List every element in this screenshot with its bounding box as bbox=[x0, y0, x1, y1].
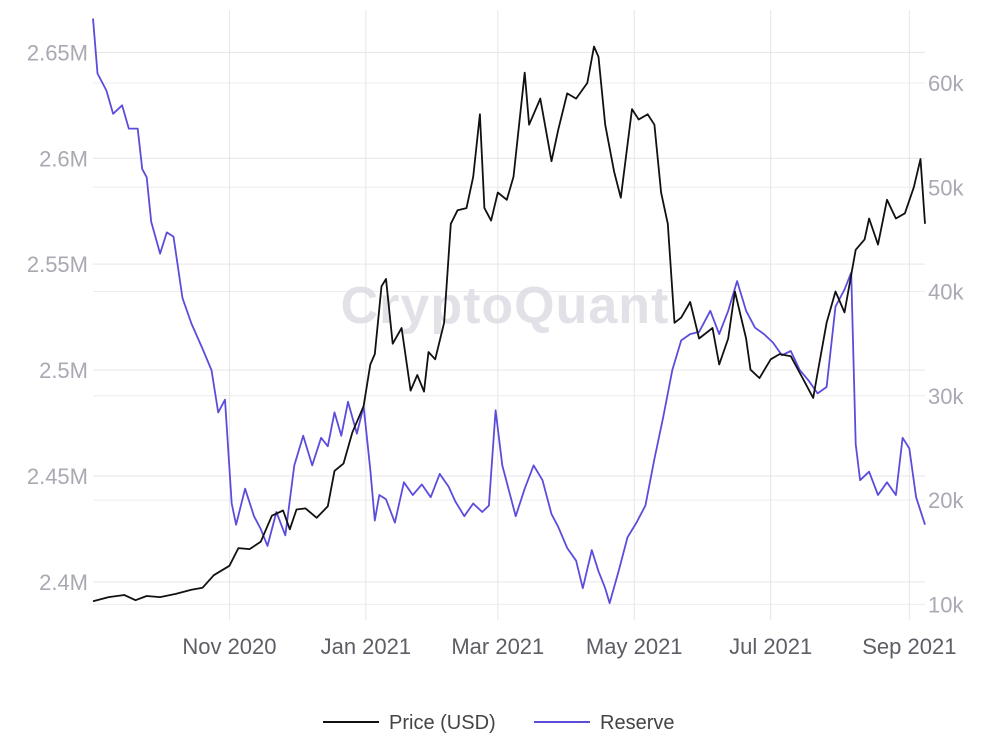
legend-label: Price (USD) bbox=[389, 712, 496, 734]
left-tick-label: 2.5M bbox=[39, 358, 88, 383]
grid-lines bbox=[93, 10, 925, 620]
x-tick-label: Jan 2021 bbox=[321, 634, 412, 659]
legend-label: Reserve bbox=[600, 712, 674, 734]
right-axis: 10k 20k 30k 40k 50k 60k bbox=[928, 71, 964, 617]
watermark: CryptoQuant bbox=[341, 277, 670, 335]
x-tick-label: May 2021 bbox=[586, 634, 683, 659]
left-tick-label: 2.65M bbox=[27, 40, 88, 65]
right-tick-label: 30k bbox=[928, 384, 964, 409]
right-tick-label: 60k bbox=[928, 71, 964, 96]
x-axis: Nov 2020 Jan 2021 Mar 2021 May 2021 Jul 2021… bbox=[182, 634, 956, 659]
series-line-reserve bbox=[92, 18, 926, 604]
x-tick-label: Sep 2021 bbox=[862, 634, 956, 659]
left-tick-label: 2.55M bbox=[27, 252, 88, 277]
series-layer bbox=[92, 18, 926, 604]
series-line-price bbox=[92, 45, 926, 603]
x-tick-label: Nov 2020 bbox=[182, 634, 276, 659]
x-tick-label: Jul 2021 bbox=[729, 634, 812, 659]
right-tick-label: 40k bbox=[928, 280, 964, 305]
right-tick-label: 20k bbox=[928, 488, 964, 513]
left-tick-label: 2.4M bbox=[39, 570, 88, 595]
legend: Price (USD) Reserve bbox=[323, 712, 674, 734]
right-tick-label: 10k bbox=[928, 592, 964, 617]
x-tick-label: Mar 2021 bbox=[451, 634, 544, 659]
left-tick-label: 2.45M bbox=[27, 464, 88, 489]
left-tick-label: 2.6M bbox=[39, 146, 88, 171]
right-tick-label: 50k bbox=[928, 175, 964, 200]
left-axis: 2.4M 2.45M 2.5M 2.55M 2.6M 2.65M bbox=[27, 40, 88, 595]
